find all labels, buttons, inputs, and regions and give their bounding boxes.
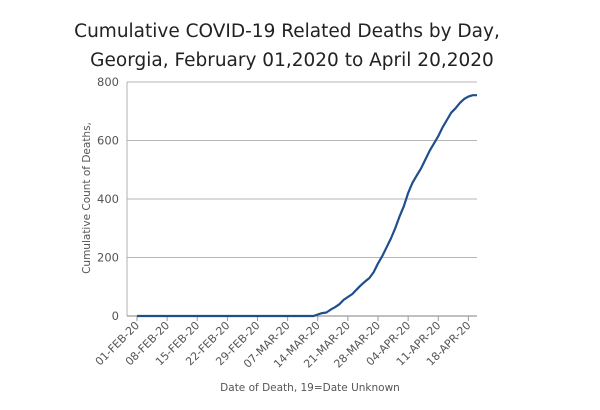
y-axis-label: Cumulative Count of Deaths, [81,122,93,274]
chart-title-line1: Cumulative COVID-19 Related Deaths by Da… [74,21,500,42]
y-tick-label: 200 [97,251,119,265]
y-axis-ticks: 0 200 400 600 800 [97,75,119,323]
y-tick-label: 600 [97,134,119,148]
grid-lines [127,81,477,317]
x-axis-label: Date of Death, 19=Date Unknown [220,382,400,394]
x-axis-ticks: 01-FEB-2008-FEB-2015-FEB-2022-FEB-2029-F… [93,316,474,371]
y-tick-label: 800 [97,75,119,89]
series-line [137,94,477,318]
y-tick-label: 0 [112,309,119,323]
y-tick-label: 400 [97,192,119,206]
chart-title-line2: Georgia, February 01,2020 to April 20,20… [90,50,494,71]
